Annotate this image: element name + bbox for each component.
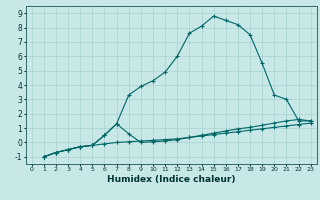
X-axis label: Humidex (Indice chaleur): Humidex (Indice chaleur) bbox=[107, 175, 236, 184]
